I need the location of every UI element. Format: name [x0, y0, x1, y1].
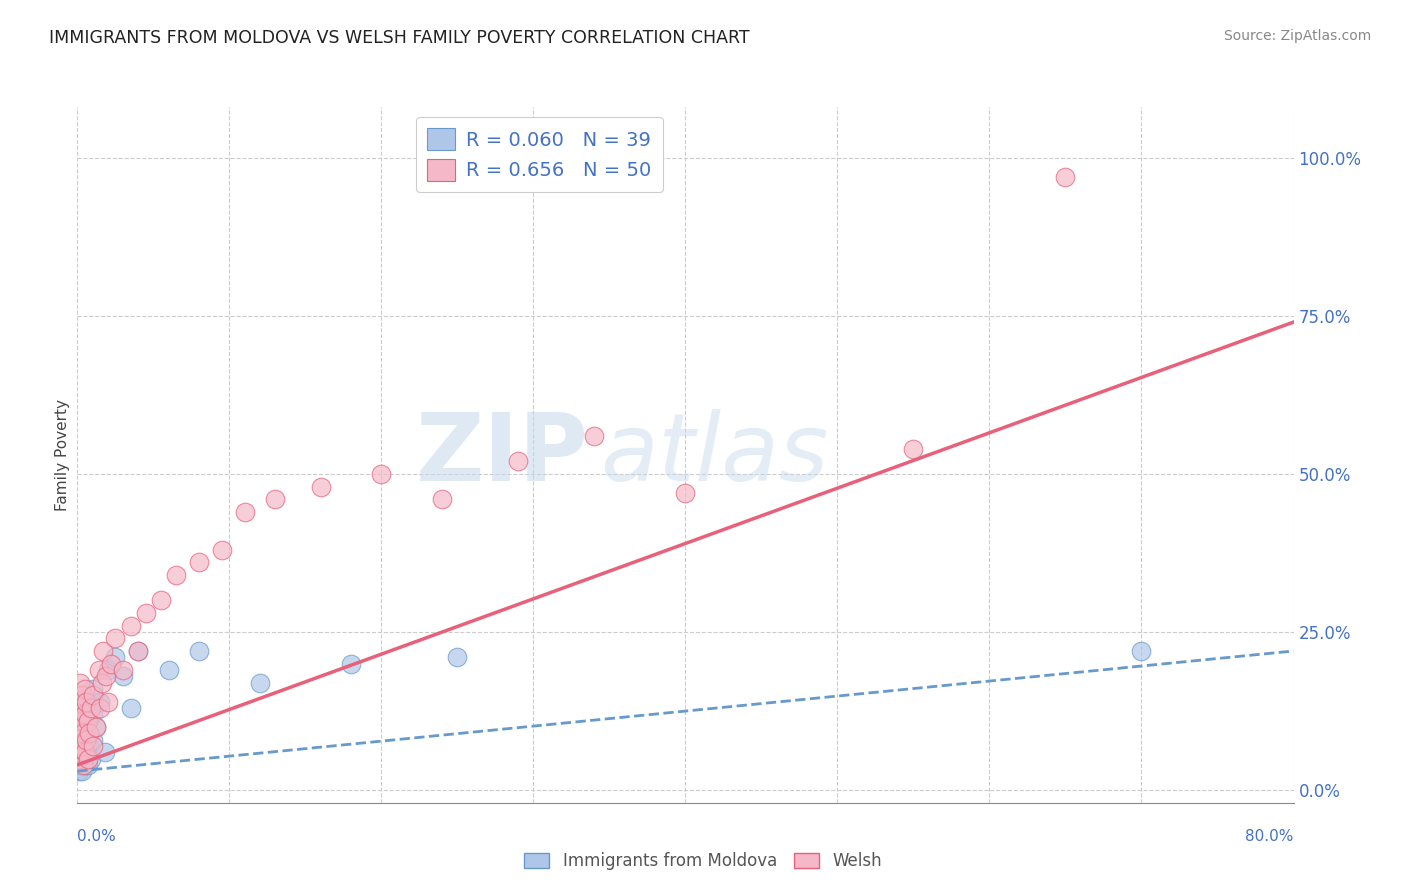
- Point: [75, 745, 97, 759]
- Point: [69, 745, 91, 759]
- Point: [80, 751, 103, 765]
- Point: [69, 701, 91, 715]
- Point: [73, 757, 96, 772]
- Point: [127, 644, 149, 658]
- Point: [75, 714, 97, 728]
- Point: [135, 606, 157, 620]
- Text: atlas: atlas: [600, 409, 828, 500]
- Point: [188, 556, 211, 570]
- Point: [73, 681, 96, 696]
- Point: [69, 720, 91, 734]
- Point: [370, 467, 392, 481]
- Point: [79, 739, 101, 753]
- Point: [89, 701, 111, 715]
- Point: [903, 442, 925, 456]
- Point: [82, 739, 104, 753]
- Point: [70, 688, 93, 702]
- Point: [97, 695, 120, 709]
- Point: [583, 429, 606, 443]
- Point: [91, 644, 114, 658]
- Point: [69, 745, 91, 759]
- Point: [157, 663, 180, 677]
- Point: [73, 701, 96, 715]
- Point: [70, 714, 93, 728]
- Point: [82, 732, 104, 747]
- Point: [188, 644, 211, 658]
- Point: [89, 695, 111, 709]
- Point: [100, 657, 122, 671]
- Point: [77, 751, 100, 765]
- Point: [211, 542, 233, 557]
- Point: [73, 745, 96, 759]
- Y-axis label: Family Poverty: Family Poverty: [55, 399, 70, 511]
- Point: [111, 669, 134, 683]
- Point: [70, 739, 93, 753]
- Point: [82, 681, 104, 696]
- Point: [90, 675, 112, 690]
- Point: [84, 720, 107, 734]
- Point: [430, 492, 453, 507]
- Point: [80, 701, 103, 715]
- Point: [446, 650, 468, 665]
- Point: [70, 720, 93, 734]
- Point: [127, 644, 149, 658]
- Legend: R = 0.060   N = 39, R = 0.656   N = 50: R = 0.060 N = 39, R = 0.656 N = 50: [416, 117, 664, 192]
- Point: [77, 726, 100, 740]
- Point: [93, 745, 115, 759]
- Point: [111, 663, 134, 677]
- Point: [120, 701, 142, 715]
- Point: [70, 764, 93, 779]
- Text: 0.0%: 0.0%: [77, 830, 117, 844]
- Point: [77, 714, 100, 728]
- Point: [1054, 169, 1077, 184]
- Text: 80.0%: 80.0%: [1246, 830, 1294, 844]
- Point: [67, 695, 90, 709]
- Point: [149, 593, 172, 607]
- Text: IMMIGRANTS FROM MOLDOVA VS WELSH FAMILY POVERTY CORRELATION CHART: IMMIGRANTS FROM MOLDOVA VS WELSH FAMILY …: [49, 29, 749, 46]
- Point: [70, 739, 93, 753]
- Point: [96, 669, 118, 683]
- Point: [67, 751, 90, 765]
- Point: [675, 486, 697, 500]
- Point: [67, 764, 90, 779]
- Point: [67, 732, 90, 747]
- Point: [87, 663, 110, 677]
- Text: Source: ZipAtlas.com: Source: ZipAtlas.com: [1223, 29, 1371, 43]
- Point: [73, 707, 96, 722]
- Point: [72, 751, 94, 765]
- Point: [72, 757, 94, 772]
- Point: [72, 726, 94, 740]
- Point: [165, 568, 187, 582]
- Point: [69, 675, 91, 690]
- Point: [69, 726, 91, 740]
- Point: [75, 695, 97, 709]
- Point: [77, 757, 100, 772]
- Point: [309, 479, 332, 493]
- Point: [73, 720, 96, 734]
- Point: [67, 751, 90, 765]
- Point: [1130, 644, 1153, 658]
- Point: [104, 650, 127, 665]
- Text: ZIP: ZIP: [415, 409, 588, 501]
- Point: [69, 757, 91, 772]
- Point: [72, 732, 94, 747]
- Point: [84, 720, 107, 734]
- Point: [104, 632, 127, 646]
- Point: [69, 707, 91, 722]
- Point: [75, 732, 97, 747]
- Point: [508, 454, 530, 468]
- Point: [264, 492, 287, 507]
- Point: [120, 618, 142, 632]
- Point: [72, 688, 94, 702]
- Point: [340, 657, 363, 671]
- Point: [82, 688, 104, 702]
- Point: [82, 707, 104, 722]
- Point: [79, 726, 101, 740]
- Point: [233, 505, 256, 519]
- Legend: Immigrants from Moldova, Welsh: Immigrants from Moldova, Welsh: [517, 846, 889, 877]
- Point: [97, 663, 120, 677]
- Point: [67, 732, 90, 747]
- Point: [249, 675, 271, 690]
